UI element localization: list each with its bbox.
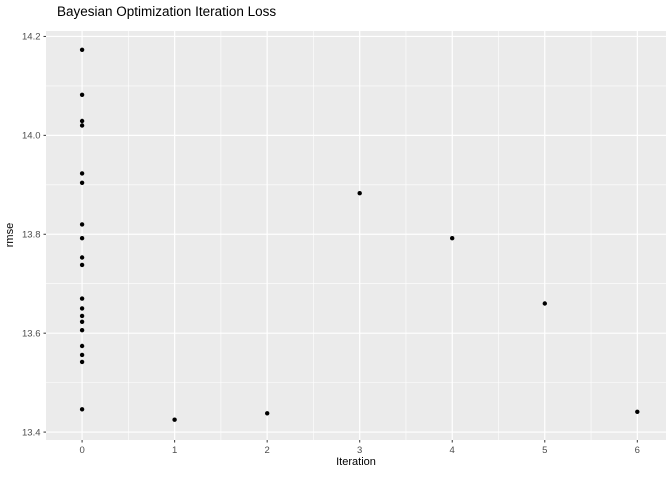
scatter-point bbox=[79, 123, 85, 128]
chart-title: Bayesian Optimization Iteration Loss bbox=[57, 4, 277, 19]
scatter-point bbox=[79, 47, 85, 52]
y-tick-label: 13.8 bbox=[22, 230, 41, 241]
data-points bbox=[79, 47, 640, 422]
scatter-point bbox=[79, 319, 85, 324]
scatter-point bbox=[79, 359, 85, 365]
x-tick-label: 3 bbox=[357, 445, 362, 456]
scatter-point bbox=[79, 296, 85, 301]
y-axis-title: rmse bbox=[4, 223, 16, 247]
scatter-point bbox=[265, 411, 270, 416]
scatter-point bbox=[79, 92, 85, 98]
x-axis-title: Iteration bbox=[336, 456, 376, 468]
x-axis-tick-labels: 0 1 2 3 4 5 6 bbox=[79, 445, 639, 456]
scatter-point bbox=[357, 191, 362, 196]
major-gridlines bbox=[46, 31, 666, 440]
axis-tick-marks bbox=[43, 35, 638, 443]
scatter-point bbox=[79, 171, 85, 176]
y-tick-label: 14.2 bbox=[22, 32, 41, 43]
y-tick-label: 14.0 bbox=[22, 131, 41, 142]
minor-gridlines bbox=[46, 31, 666, 440]
y-axis-tick-labels: 13.4 13.6 13.8 14.0 14.2 bbox=[22, 32, 41, 439]
x-tick-label: 4 bbox=[450, 445, 455, 456]
y-tick-label: 13.6 bbox=[22, 328, 41, 339]
scatter-point bbox=[79, 328, 85, 333]
scatter-point bbox=[79, 352, 85, 358]
scatter-point bbox=[172, 417, 177, 422]
scatter-point bbox=[79, 306, 85, 311]
scatter-point bbox=[79, 222, 85, 227]
plot-panel bbox=[46, 31, 666, 440]
scatter-point bbox=[79, 262, 85, 268]
x-tick-label: 2 bbox=[265, 445, 270, 456]
scatter-point bbox=[79, 407, 85, 412]
x-tick-label: 5 bbox=[542, 445, 547, 456]
scatter-point bbox=[79, 180, 85, 185]
scatter-point bbox=[79, 313, 85, 319]
scatter-point bbox=[79, 236, 85, 241]
x-tick-label: 0 bbox=[79, 445, 84, 456]
scatter-point bbox=[635, 409, 640, 414]
x-tick-label: 6 bbox=[635, 445, 640, 456]
scatter-point bbox=[450, 236, 455, 241]
scatter-point bbox=[79, 255, 85, 260]
scatter-point bbox=[79, 118, 85, 124]
y-tick-label: 13.4 bbox=[22, 427, 41, 438]
scatter-point bbox=[542, 301, 547, 306]
scatter-point bbox=[79, 343, 85, 349]
x-tick-label: 1 bbox=[172, 445, 177, 456]
